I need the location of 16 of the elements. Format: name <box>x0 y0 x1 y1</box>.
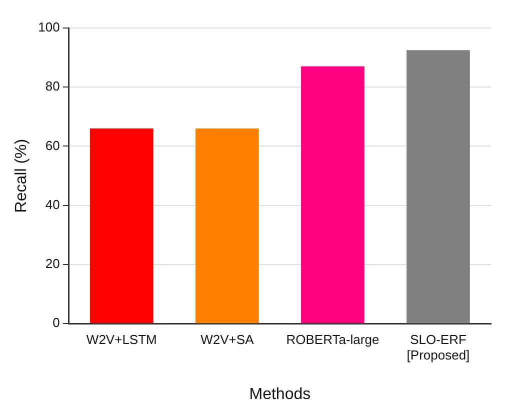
y-tick-label: 100 <box>38 20 60 35</box>
x-tick-label: W2V+LSTM <box>86 332 157 347</box>
bar <box>196 128 259 324</box>
bar <box>406 50 470 324</box>
x-axis-title: Methods <box>249 386 311 403</box>
y-tick-label: 40 <box>45 196 60 212</box>
bar <box>301 66 364 324</box>
bar <box>90 128 154 324</box>
x-tick-label: ROBERTa-large <box>286 332 380 347</box>
y-tick-label: 80 <box>45 78 60 94</box>
x-tick-label: W2V+SA <box>200 332 254 347</box>
x-tick-label: SLO-ERF [Proposed] <box>406 332 470 363</box>
y-tick-label: 60 <box>45 138 60 153</box>
y-axis-title: Recall (%) <box>13 138 30 213</box>
y-tick-label: 0 <box>52 315 60 330</box>
y-tick-label: 20 <box>45 256 60 272</box>
